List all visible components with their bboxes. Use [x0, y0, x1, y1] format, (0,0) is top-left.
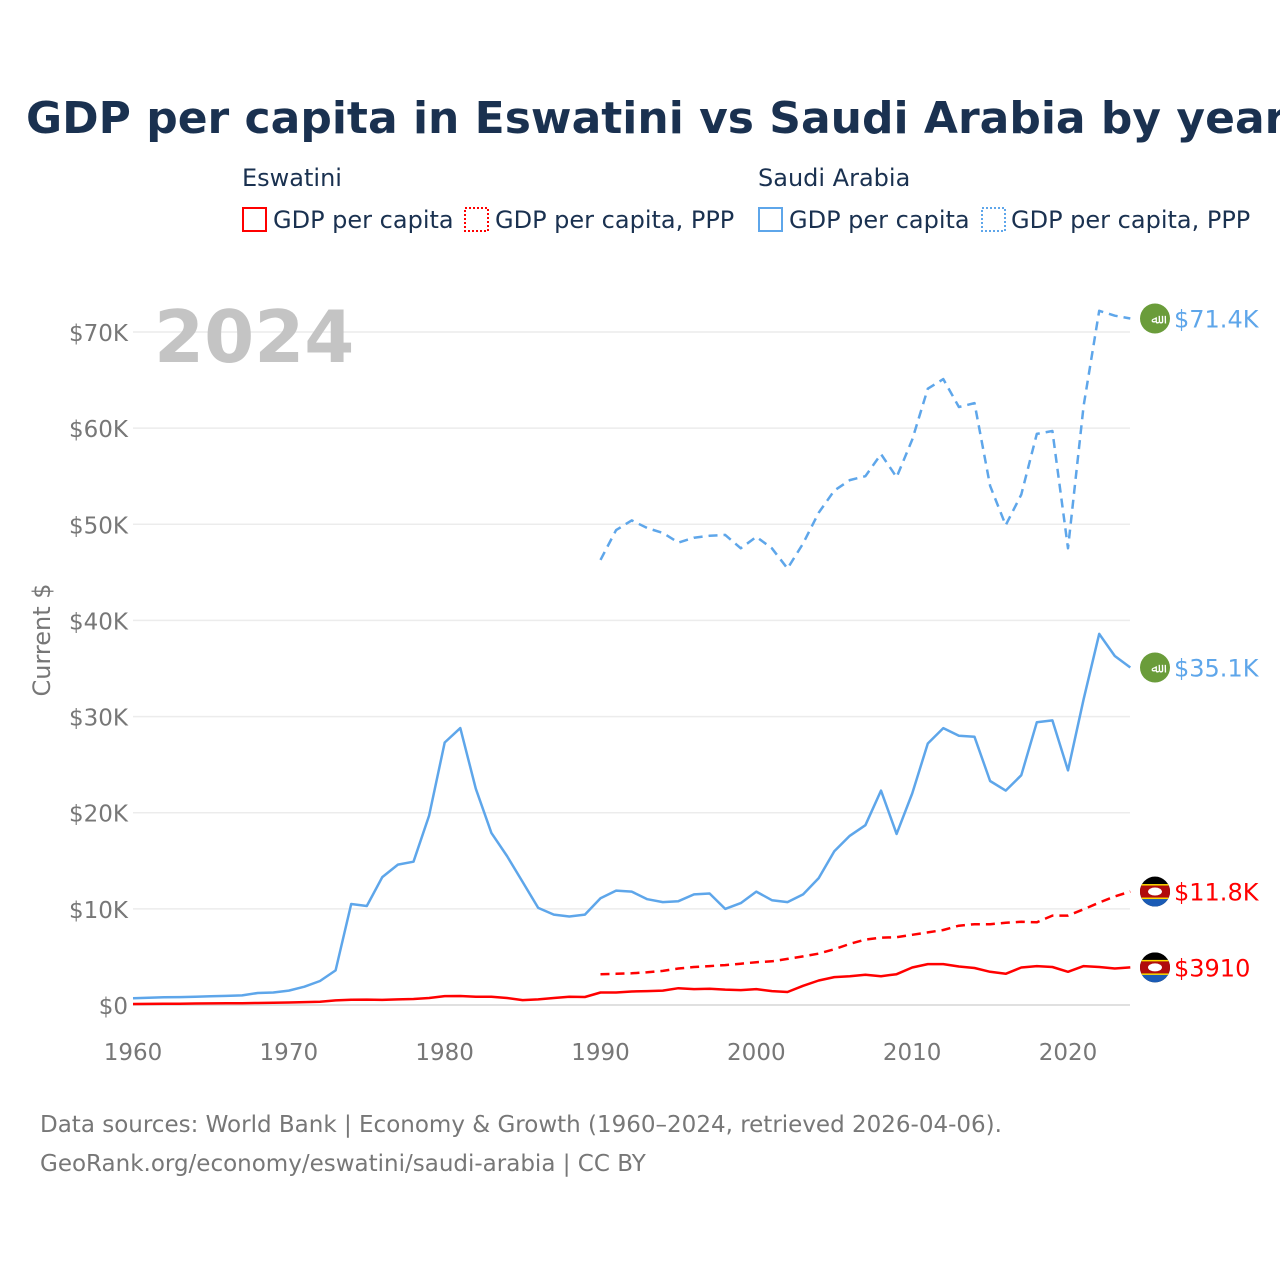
end-value-label: $35.1K [1174, 655, 1260, 683]
legend-group-eswatini: Eswatini [242, 164, 342, 192]
legend-swatch-saudi-gdp [758, 207, 783, 232]
y-axis-label: Current $ [28, 583, 56, 696]
y-tick-label: $10K [69, 898, 129, 924]
x-tick-label: 2010 [883, 1040, 942, 1066]
legend-label-saudi-gdp[interactable]: GDP per capita [789, 206, 970, 234]
series-lines [132, 309, 1132, 1006]
x-tick-label: 1990 [571, 1040, 630, 1066]
legend-label-eswatini-gdp[interactable]: GDP per capita [273, 206, 454, 234]
y-tick-label: $30K [69, 706, 129, 732]
eswatini-flag-icon [1140, 876, 1170, 907]
end-value-label: $11.8K [1174, 879, 1260, 907]
x-tick-label: 2020 [1039, 1040, 1098, 1066]
x-axis-ticks: 1960 1970 1980 1990 2000 2010 2020 [104, 1040, 1098, 1066]
y-tick-label: $70K [69, 321, 129, 347]
footer-sources: Data sources: World Bank | Economy & Gro… [40, 1112, 1002, 1138]
saudi-flag-icon: ﷲ [1140, 303, 1170, 334]
x-tick-label: 1980 [415, 1040, 474, 1066]
year-overlay: 2024 [154, 295, 354, 379]
x-tick-label: 2000 [727, 1040, 786, 1066]
x-tick-label: 1970 [260, 1040, 319, 1066]
y-tick-label: $60K [69, 417, 129, 443]
series-line [132, 632, 1132, 1000]
legend: Eswatini Saudi Arabia GDP per capita GDP… [242, 164, 1250, 234]
end-value-label: $71.4K [1174, 306, 1260, 334]
gridlines [133, 331, 1130, 1006]
y-tick-label: $40K [69, 609, 129, 635]
y-tick-label: $20K [69, 802, 129, 828]
legend-swatch-eswatini-gdp [242, 207, 267, 232]
y-tick-label: $50K [69, 513, 129, 539]
series-line [600, 890, 1131, 976]
y-axis-ticks: $0 $10K $20K $30K $40K $50K $60K $70K [69, 321, 129, 1020]
eswatini-flag-icon [1140, 952, 1170, 983]
footer-link[interactable]: GeoRank.org/economy/eswatini/saudi-arabi… [40, 1151, 647, 1177]
legend-label-saudi-ppp[interactable]: GDP per capita, PPP [1011, 206, 1250, 234]
end-value-label: $3910 [1174, 954, 1250, 982]
series-line [599, 309, 1131, 570]
saudi-flag-icon: ﷲ [1140, 652, 1170, 683]
y-tick-label: $0 [99, 994, 128, 1020]
legend-swatch-saudi-ppp [981, 207, 1006, 232]
legend-swatch-eswatini-ppp [464, 207, 489, 232]
x-tick-label: 1960 [104, 1040, 163, 1066]
chart-title: GDP per capita in Eswatini vs Saudi Arab… [26, 93, 1280, 144]
legend-label-eswatini-ppp[interactable]: GDP per capita, PPP [495, 206, 734, 234]
legend-group-saudi: Saudi Arabia [758, 164, 910, 192]
series-line [132, 962, 1131, 1006]
